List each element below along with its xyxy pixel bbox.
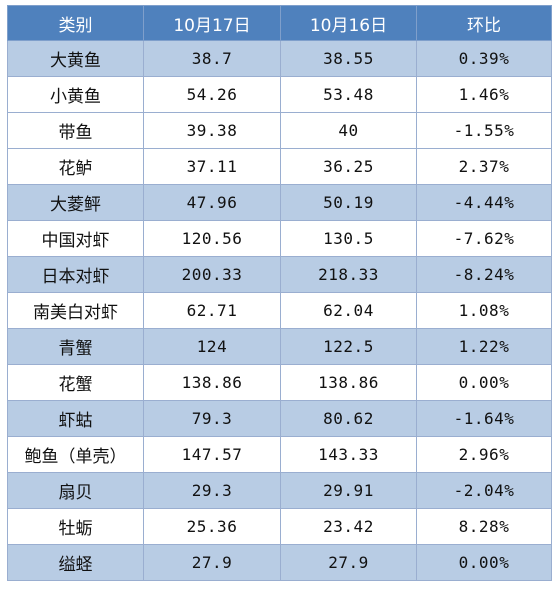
cell-oct17: 200.33 bbox=[143, 256, 281, 293]
table-row: 南美白对虾 62.71 62.04 1.08% bbox=[7, 292, 552, 329]
cell-oct17: 79.3 bbox=[143, 400, 281, 437]
table-row: 带鱼 39.38 40 -1.55% bbox=[7, 112, 552, 149]
cell-category: 南美白对虾 bbox=[7, 292, 144, 329]
cell-oct16: 29.91 bbox=[280, 472, 417, 509]
cell-category: 大黄鱼 bbox=[7, 40, 144, 77]
cell-oct16: 80.62 bbox=[280, 400, 417, 437]
cell-change: -1.55% bbox=[416, 112, 552, 149]
cell-oct16: 122.5 bbox=[280, 328, 417, 365]
table-row: 大黄鱼 38.7 38.55 0.39% bbox=[7, 40, 552, 77]
cell-oct17: 124 bbox=[143, 328, 281, 365]
cell-oct16: 53.48 bbox=[280, 76, 417, 113]
cell-oct16: 23.42 bbox=[280, 508, 417, 545]
table-row: 花蟹 138.86 138.86 0.00% bbox=[7, 364, 552, 401]
cell-change: -8.24% bbox=[416, 256, 552, 293]
cell-oct17: 38.7 bbox=[143, 40, 281, 77]
table-row: 缢蛏 27.9 27.9 0.00% bbox=[7, 544, 552, 581]
price-table-container: 类别 10月17日 10月16日 环比 大黄鱼 38.7 38.55 0.39%… bbox=[7, 5, 552, 581]
table-row: 大菱鲆 47.96 50.19 -4.44% bbox=[7, 184, 552, 221]
cell-change: -7.62% bbox=[416, 220, 552, 257]
cell-oct16: 143.33 bbox=[280, 436, 417, 473]
cell-change: -2.04% bbox=[416, 472, 552, 509]
cell-change: -1.64% bbox=[416, 400, 552, 437]
cell-change: 0.00% bbox=[416, 364, 552, 401]
cell-oct17: 120.56 bbox=[143, 220, 281, 257]
cell-oct16: 27.9 bbox=[280, 544, 417, 581]
cell-change: 1.08% bbox=[416, 292, 552, 329]
cell-oct16: 218.33 bbox=[280, 256, 417, 293]
table-row: 小黄鱼 54.26 53.48 1.46% bbox=[7, 76, 552, 113]
cell-change: 1.46% bbox=[416, 76, 552, 113]
table-row: 花鲈 37.11 36.25 2.37% bbox=[7, 148, 552, 185]
cell-change: 2.37% bbox=[416, 148, 552, 185]
header-oct17: 10月17日 bbox=[143, 5, 281, 41]
header-category: 类别 bbox=[7, 5, 144, 41]
table-row: 牡蛎 25.36 23.42 8.28% bbox=[7, 508, 552, 545]
cell-category: 青蟹 bbox=[7, 328, 144, 365]
cell-category: 带鱼 bbox=[7, 112, 144, 149]
table-row: 日本对虾 200.33 218.33 -8.24% bbox=[7, 256, 552, 293]
cell-oct16: 40 bbox=[280, 112, 417, 149]
cell-change: -4.44% bbox=[416, 184, 552, 221]
table-row: 鲍鱼（单壳） 147.57 143.33 2.96% bbox=[7, 436, 552, 473]
cell-category: 花鲈 bbox=[7, 148, 144, 185]
cell-category: 日本对虾 bbox=[7, 256, 144, 293]
cell-change: 0.00% bbox=[416, 544, 552, 581]
cell-oct17: 54.26 bbox=[143, 76, 281, 113]
table-row: 青蟹 124 122.5 1.22% bbox=[7, 328, 552, 365]
table-row: 中国对虾 120.56 130.5 -7.62% bbox=[7, 220, 552, 257]
cell-change: 0.39% bbox=[416, 40, 552, 77]
cell-oct16: 50.19 bbox=[280, 184, 417, 221]
cell-oct17: 39.38 bbox=[143, 112, 281, 149]
cell-oct17: 37.11 bbox=[143, 148, 281, 185]
cell-category: 小黄鱼 bbox=[7, 76, 144, 113]
cell-oct17: 29.3 bbox=[143, 472, 281, 509]
cell-category: 大菱鲆 bbox=[7, 184, 144, 221]
cell-oct16: 36.25 bbox=[280, 148, 417, 185]
cell-category: 缢蛏 bbox=[7, 544, 144, 581]
cell-oct16: 130.5 bbox=[280, 220, 417, 257]
cell-category: 花蟹 bbox=[7, 364, 144, 401]
cell-oct17: 47.96 bbox=[143, 184, 281, 221]
price-table: 类别 10月17日 10月16日 环比 大黄鱼 38.7 38.55 0.39%… bbox=[7, 5, 552, 581]
cell-category: 牡蛎 bbox=[7, 508, 144, 545]
cell-category: 虾蛄 bbox=[7, 400, 144, 437]
cell-category: 中国对虾 bbox=[7, 220, 144, 257]
cell-change: 1.22% bbox=[416, 328, 552, 365]
header-oct16: 10月16日 bbox=[280, 5, 417, 41]
table-row: 虾蛄 79.3 80.62 -1.64% bbox=[7, 400, 552, 437]
cell-change: 8.28% bbox=[416, 508, 552, 545]
cell-oct17: 25.36 bbox=[143, 508, 281, 545]
cell-category: 鲍鱼（单壳） bbox=[7, 436, 144, 473]
header-change: 环比 bbox=[416, 5, 552, 41]
cell-oct16: 38.55 bbox=[280, 40, 417, 77]
cell-oct16: 62.04 bbox=[280, 292, 417, 329]
cell-oct17: 27.9 bbox=[143, 544, 281, 581]
table-header-row: 类别 10月17日 10月16日 环比 bbox=[7, 5, 552, 41]
table-row: 扇贝 29.3 29.91 -2.04% bbox=[7, 472, 552, 509]
cell-category: 扇贝 bbox=[7, 472, 144, 509]
cell-oct17: 62.71 bbox=[143, 292, 281, 329]
cell-oct17: 138.86 bbox=[143, 364, 281, 401]
cell-change: 2.96% bbox=[416, 436, 552, 473]
cell-oct17: 147.57 bbox=[143, 436, 281, 473]
cell-oct16: 138.86 bbox=[280, 364, 417, 401]
